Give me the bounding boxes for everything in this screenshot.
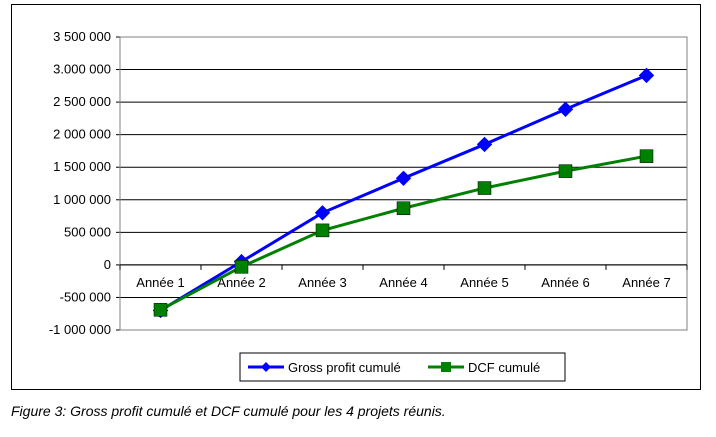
data-point	[234, 260, 249, 274]
y-tick-label: -1 000 000	[49, 322, 111, 337]
legend	[239, 352, 566, 382]
data-point	[477, 181, 492, 195]
y-tick-label: 3 500 000	[53, 29, 111, 44]
x-tick-label: Année 2	[217, 275, 265, 290]
y-tick-label: -500 000	[60, 289, 111, 304]
legend-label: Gross profit cumulé	[288, 360, 401, 375]
data-point	[396, 201, 411, 215]
x-tick-label: Année 5	[460, 275, 508, 290]
data-point	[153, 303, 168, 317]
y-tick-label: 3.000 000	[53, 62, 111, 77]
legend-marker	[261, 362, 271, 372]
x-tick-label: Année 3	[298, 275, 346, 290]
data-point	[314, 205, 331, 221]
x-tick-label: Année 4	[379, 275, 427, 290]
data-point	[476, 136, 493, 153]
y-tick-label: 2 000 000	[53, 127, 111, 142]
x-tick-label: Année 6	[541, 275, 589, 290]
data-point	[638, 67, 655, 84]
legend-label: DCF cumulé	[468, 360, 540, 375]
data-point	[557, 101, 574, 117]
legend-marker	[441, 362, 451, 372]
data-point	[558, 164, 573, 178]
line-chart: -1 000 000 -500 000 0 500 000 1 000 000 1 500…	[49, 29, 688, 382]
plot-area	[119, 36, 688, 331]
x-tick-label: Année 7	[622, 275, 670, 290]
figure-caption: Figure 3: Gross profit cumulé et DCF cum…	[11, 403, 446, 419]
y-tick-label: 0	[104, 257, 111, 272]
data-point	[639, 149, 654, 163]
y-tick-label: 1 500 000	[53, 159, 111, 174]
y-tick-label: 1 000 000	[53, 192, 111, 207]
y-tick-label: 2 500 000	[53, 94, 111, 109]
data-point	[395, 170, 412, 186]
x-tick-label: Année 1	[136, 275, 184, 290]
y-tick-label: 500 000	[64, 224, 111, 239]
chart-frame: -1 000 000 -500 000 0 500 000 1 000 000 1 500…	[11, 4, 701, 390]
data-point	[315, 223, 330, 238]
